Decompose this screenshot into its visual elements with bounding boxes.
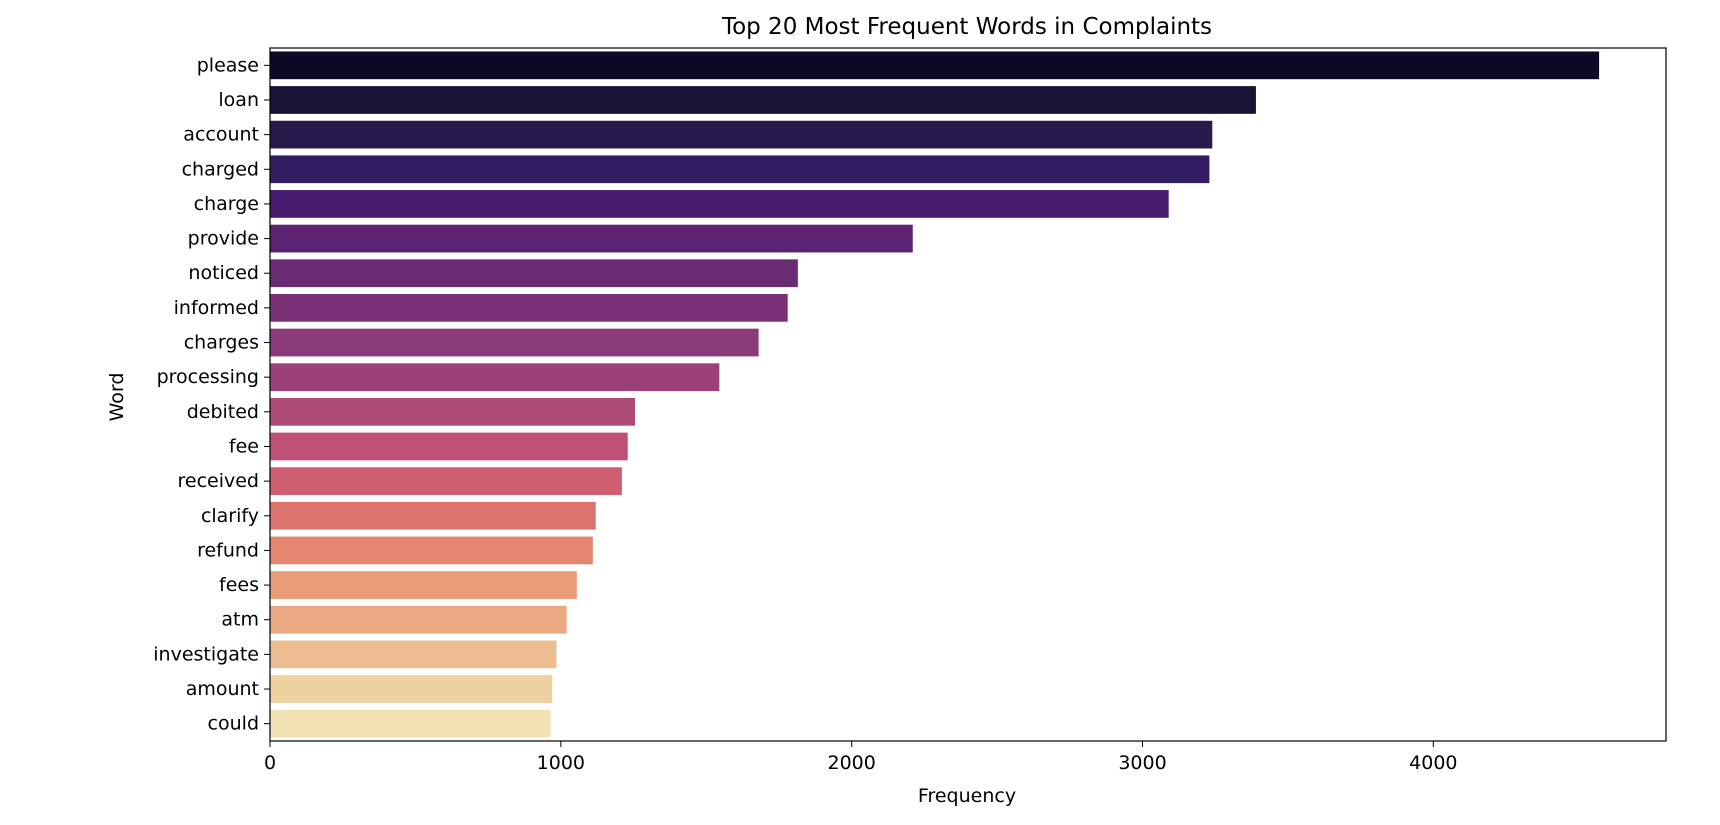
bar-atm (270, 605, 567, 634)
bar-charged (270, 155, 1210, 184)
x-tick-label: 2000 (827, 752, 875, 774)
y-tick-label: fee (229, 435, 259, 457)
y-tick-label: charged (182, 158, 259, 180)
y-tick-label: atm (221, 609, 259, 631)
y-tick-label: processing (157, 366, 259, 388)
bar-noticed (270, 259, 798, 288)
y-tick-label: could (208, 713, 259, 735)
plot-frame (269, 47, 1667, 742)
bar-fee (270, 432, 628, 461)
y-tick-label: charges (184, 332, 259, 354)
chart-title: Top 20 Most Frequent Words in Complaints (721, 14, 1212, 40)
x-tick-label: 1000 (537, 752, 585, 774)
bar-please (270, 51, 1600, 80)
bar-fees (270, 571, 577, 599)
y-tick-label: charge (194, 193, 259, 215)
y-tick-label: informed (174, 297, 259, 319)
x-axis-label: Frequency (918, 785, 1016, 807)
y-tick-label: received (178, 470, 260, 492)
bar-debited (270, 397, 635, 426)
bar-account (270, 120, 1213, 149)
bar-provide (270, 224, 913, 253)
y-tick-label: refund (197, 539, 259, 561)
x-tick-label: 3000 (1118, 752, 1166, 774)
x-tick-label: 4000 (1409, 752, 1457, 774)
y-tick-label: fees (219, 574, 259, 596)
bar-amount (270, 675, 553, 703)
y-tick-label: clarify (201, 505, 259, 527)
bar-charge (270, 190, 1169, 218)
bar-investigate (270, 640, 557, 669)
bar-clarify (270, 501, 596, 530)
bar-received (270, 467, 622, 495)
y-axis-label: Word (106, 373, 128, 422)
y-tick-label: loan (218, 89, 259, 111)
bar-could (270, 709, 551, 738)
bar-refund (270, 536, 593, 565)
y-tick-label: please (197, 54, 259, 76)
bar-loan (270, 86, 1256, 114)
y-tick-label: debited (187, 401, 259, 423)
y-tick-label: provide (188, 228, 259, 250)
bars-group (270, 51, 1600, 738)
y-tick-labels: please loan account charged charge provide not… (153, 54, 270, 735)
bar-processing (270, 363, 720, 392)
y-tick-label: account (183, 124, 259, 146)
x-tick-label: 0 (264, 752, 276, 774)
y-tick-label: investigate (153, 643, 259, 665)
x-ticks: 0 1000 2000 3000 4000 (264, 741, 1458, 774)
bar-charges (270, 328, 759, 357)
y-tick-label: amount (186, 678, 259, 700)
y-tick-label: noticed (188, 262, 259, 284)
bar-informed (270, 294, 788, 322)
